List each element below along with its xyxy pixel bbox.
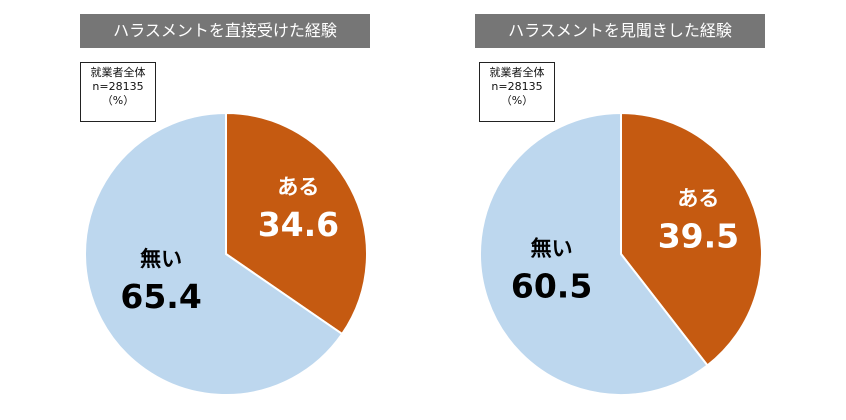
sample-info-box: 就業者全体 n=28135 （%）	[479, 62, 555, 122]
slice-value-no: 65.4	[120, 277, 201, 316]
pie-slice-yes	[620, 111, 763, 367]
sample-group-label: 就業者全体	[90, 66, 146, 79]
slice-label-yes: ある	[677, 187, 719, 211]
sample-size-label: n=28135	[491, 80, 543, 93]
sample-size-label: n=28135	[92, 80, 144, 93]
sample-group-label: 就業者全体	[489, 66, 545, 79]
pie-chart-direct: ある 34.6 無い 65.4	[84, 111, 368, 396]
sample-info-box: 就業者全体 n=28135 （%）	[80, 62, 156, 122]
slice-value-yes: 39.5	[658, 217, 739, 256]
pie-slice-no	[84, 111, 344, 396]
pie-slice-no	[479, 111, 709, 396]
slice-label-no: 無い	[531, 237, 573, 261]
chart-title: ハラスメントを直接受けた経験	[80, 14, 370, 48]
slice-label-yes: ある	[277, 175, 319, 199]
chart-panel-witnessed: ハラスメントを見聞きした経験 就業者全体 n=28135 （%） ある 39.5…	[423, 0, 846, 420]
chart-title: ハラスメントを見聞きした経験	[475, 14, 765, 48]
chart-panel-direct: ハラスメントを直接受けた経験 就業者全体 n=28135 （%） ある 34.6…	[80, 14, 370, 396]
pie-chart-witnessed: ある 39.5 無い 60.5	[479, 111, 763, 396]
slice-value-yes: 34.6	[258, 205, 339, 244]
slice-value-no: 60.5	[511, 267, 592, 306]
slice-label-no: 無い	[140, 247, 182, 271]
unit-label: （%）	[101, 94, 135, 107]
unit-label: （%）	[500, 94, 534, 107]
pie-slice-yes	[225, 111, 368, 336]
